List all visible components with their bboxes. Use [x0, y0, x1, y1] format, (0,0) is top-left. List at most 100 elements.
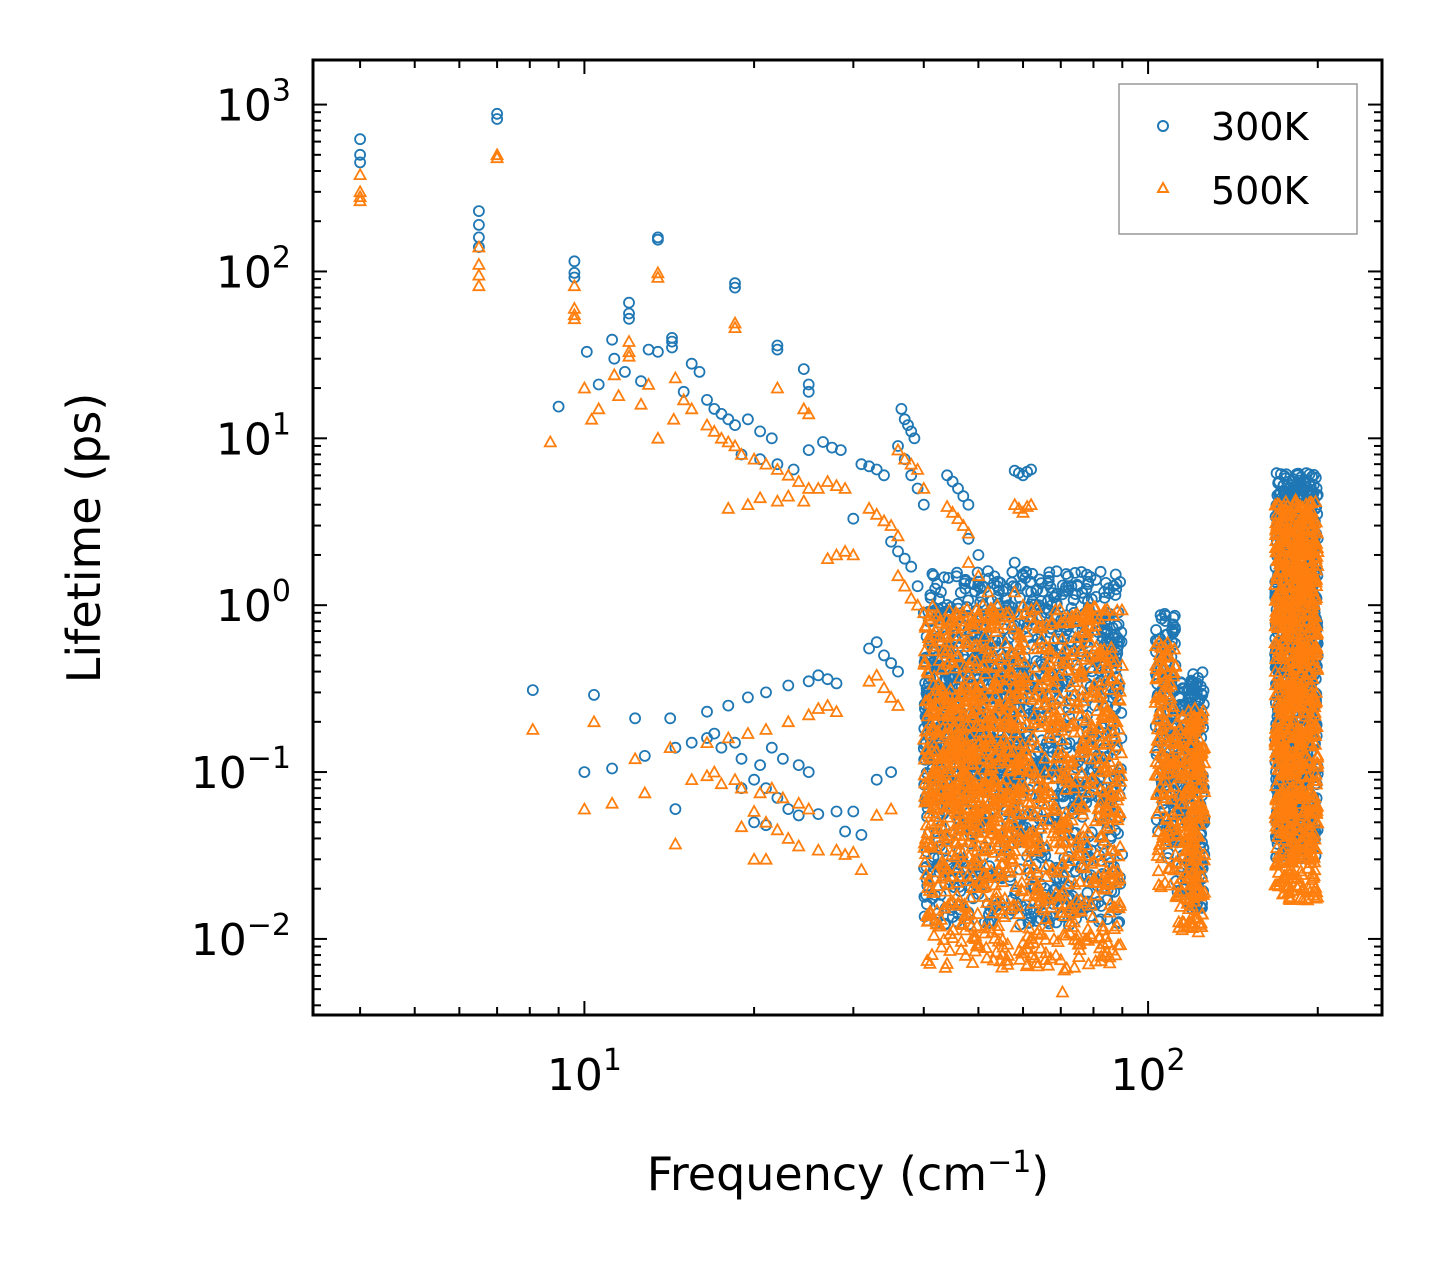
point-500k	[1076, 829, 1091, 843]
point-500k	[1095, 918, 1110, 932]
point-500k	[984, 635, 999, 649]
point-500k	[1104, 640, 1119, 653]
point-500k	[876, 513, 892, 527]
point-500k	[929, 840, 944, 853]
point-500k	[567, 307, 582, 321]
point-500k	[1084, 897, 1099, 911]
point-500k	[1003, 665, 1019, 679]
point-300k	[895, 402, 908, 415]
point-300k	[792, 759, 805, 771]
point-500k	[764, 780, 779, 794]
point-500k	[1067, 688, 1082, 701]
point-500k	[965, 616, 980, 630]
point-300k	[972, 549, 985, 561]
point-500k	[1073, 708, 1088, 721]
point-300k	[1044, 581, 1057, 594]
point-500k	[1197, 740, 1212, 753]
point-500k	[1163, 877, 1178, 891]
point-300k	[1155, 612, 1168, 625]
point-500k	[1059, 896, 1074, 909]
point-500k	[943, 868, 958, 882]
point-500k	[1172, 722, 1187, 735]
point-500k	[957, 659, 972, 672]
point-500k	[1049, 864, 1064, 878]
point-500k	[543, 434, 558, 448]
point-500k	[1072, 724, 1088, 738]
point-500k	[1197, 784, 1212, 797]
point-500k	[1181, 817, 1197, 830]
point-500k	[621, 344, 637, 358]
point-300k	[817, 436, 829, 448]
point-500k	[932, 782, 947, 795]
point-300k	[1101, 913, 1114, 925]
point-500k	[945, 655, 960, 668]
point-500k	[987, 931, 1002, 944]
point-500k	[1053, 717, 1068, 730]
point-500k	[1042, 713, 1057, 727]
point-500k	[734, 819, 749, 833]
point-500k	[490, 150, 505, 164]
point-500k	[607, 367, 622, 381]
point-500k	[1160, 635, 1175, 648]
point-300k	[1063, 737, 1076, 749]
point-500k	[740, 497, 755, 511]
point-300k	[771, 339, 784, 352]
point-500k	[1102, 795, 1117, 808]
point-500k	[1067, 876, 1082, 890]
point-500k	[1064, 898, 1079, 912]
point-500k	[1110, 788, 1126, 801]
point-500k	[1044, 692, 1059, 706]
point-500k	[1166, 668, 1181, 682]
point-300k	[933, 593, 945, 606]
point-500k	[1292, 877, 1307, 891]
point-300k	[847, 512, 860, 525]
point-500k	[921, 611, 936, 625]
point-500k	[838, 481, 853, 494]
point-300k	[802, 378, 815, 391]
point-500k	[1024, 497, 1039, 511]
point-500k	[921, 630, 936, 643]
point-500k	[1007, 898, 1022, 912]
point-500k	[567, 311, 582, 325]
point-500k	[927, 643, 942, 657]
point-500k	[1104, 645, 1119, 659]
point-500k	[1182, 747, 1197, 761]
point-300k	[568, 266, 581, 279]
point-500k	[740, 726, 755, 739]
point-500k	[1151, 711, 1166, 725]
point-500k	[1111, 759, 1126, 772]
point-500k	[727, 438, 743, 452]
point-300k	[1031, 583, 1044, 596]
point-500k	[1268, 778, 1283, 792]
point-500k	[1054, 887, 1069, 901]
point-300k	[1020, 566, 1033, 579]
point-500k	[1035, 900, 1050, 913]
point-300k	[1062, 570, 1074, 583]
point-500k	[1044, 899, 1059, 913]
point-500k	[707, 424, 722, 437]
point-500k	[995, 947, 1010, 960]
point-500k	[1026, 729, 1041, 743]
point-500k	[931, 918, 946, 932]
point-500k	[989, 890, 1004, 904]
point-500k	[1033, 940, 1048, 954]
point-500k	[1155, 830, 1170, 843]
point-500k	[1092, 611, 1107, 625]
point-300k	[1016, 820, 1029, 832]
point-500k	[1050, 934, 1066, 947]
point-300k	[354, 133, 367, 146]
point-500k	[1185, 815, 1200, 828]
point-300k	[666, 335, 678, 348]
point-300k	[765, 432, 778, 445]
point-500k	[1014, 881, 1029, 895]
point-500k	[353, 189, 368, 203]
point-500k	[862, 673, 877, 687]
point-500k	[650, 430, 665, 444]
point-300k	[629, 712, 641, 725]
point-500k	[977, 843, 992, 857]
point-500k	[948, 836, 963, 849]
point-500k	[1188, 869, 1203, 883]
point-500k	[948, 620, 963, 634]
point-500k	[1059, 712, 1074, 725]
point-300k	[701, 705, 713, 718]
